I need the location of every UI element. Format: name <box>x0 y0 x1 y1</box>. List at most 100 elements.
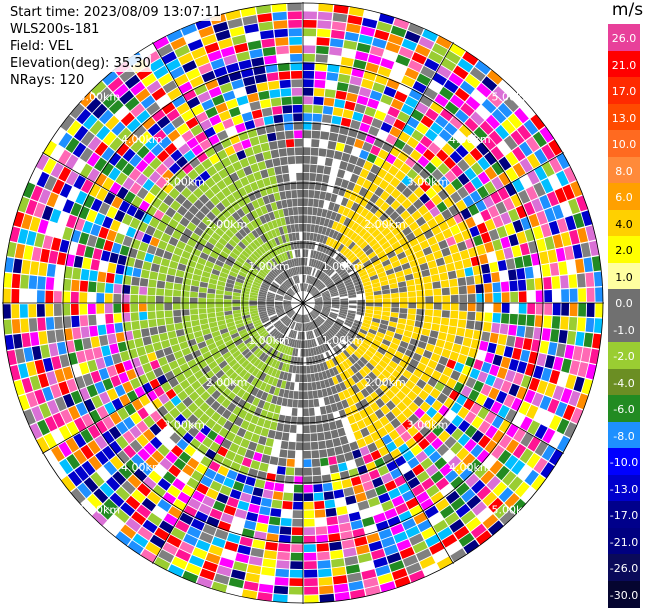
range-gate <box>277 311 285 316</box>
range-gate <box>510 498 527 515</box>
range-gate <box>348 511 361 522</box>
range-gate <box>326 281 334 288</box>
range-gate <box>66 214 78 229</box>
range-gate <box>527 420 541 436</box>
range-gate <box>165 451 178 464</box>
range-gate <box>234 319 244 325</box>
range-gate <box>373 290 382 296</box>
range-gate <box>156 431 169 444</box>
range-gate <box>221 398 231 409</box>
range-gate <box>164 303 173 311</box>
range-gate <box>560 201 572 217</box>
range-gate <box>181 297 190 303</box>
range-gate <box>381 259 391 267</box>
range-gate <box>351 222 360 232</box>
range-gate <box>306 284 309 292</box>
range-gate <box>199 346 209 355</box>
range-gate <box>330 289 338 294</box>
range-gate <box>555 247 566 262</box>
range-gate <box>139 462 153 476</box>
range-gate <box>390 448 402 460</box>
range-gate <box>386 441 397 453</box>
range-gate <box>190 124 203 137</box>
range-gate <box>311 450 320 459</box>
range-gate <box>255 227 263 236</box>
range-gate <box>264 481 275 491</box>
range-gate <box>390 98 404 111</box>
range-gate <box>429 330 439 339</box>
range-gate <box>354 317 363 322</box>
range-gate <box>303 501 314 510</box>
range-gate <box>232 481 245 492</box>
range-gate <box>310 348 315 356</box>
colorbar-tick-label: 13.0 <box>611 111 637 125</box>
range-gate <box>259 289 268 294</box>
range-gate <box>457 186 469 199</box>
range-gate <box>208 134 220 146</box>
range-gate <box>190 518 205 531</box>
range-gate <box>276 309 284 314</box>
range-gate <box>504 182 517 197</box>
range-gate <box>199 119 212 131</box>
range-gate <box>205 418 216 429</box>
range-gate <box>175 193 187 205</box>
range-gate <box>303 510 315 519</box>
range-gate <box>435 363 446 374</box>
range-gate <box>175 520 190 533</box>
range-gate <box>28 304 37 318</box>
range-gate <box>592 333 602 349</box>
range-gate <box>462 337 472 347</box>
range-gate <box>541 328 551 341</box>
range-gate <box>260 99 271 109</box>
range-gate <box>157 273 167 282</box>
range-gate <box>375 520 390 532</box>
range-gate <box>54 396 67 412</box>
range-gate <box>271 329 278 337</box>
range-gate <box>173 247 184 257</box>
range-gate <box>259 409 268 419</box>
range-gate <box>277 323 284 331</box>
range-gate <box>382 298 391 303</box>
range-gate <box>205 396 216 406</box>
range-gate <box>451 428 464 441</box>
colorbar-segment <box>608 183 640 210</box>
range-gate <box>322 361 329 371</box>
range-gate <box>246 325 255 332</box>
range-gate <box>243 430 253 441</box>
range-gate <box>166 29 183 43</box>
range-gate <box>425 174 438 187</box>
range-gate <box>337 331 345 339</box>
range-gate <box>162 80 178 94</box>
range-gate <box>88 183 101 198</box>
range-gate <box>221 457 233 469</box>
range-gate <box>224 314 234 320</box>
range-gate <box>443 341 454 351</box>
range-gate <box>54 195 67 211</box>
range-gate <box>363 160 374 171</box>
range-gate <box>482 195 495 208</box>
range-gate <box>536 238 547 252</box>
range-gate <box>348 356 356 365</box>
range-gate <box>328 368 336 377</box>
range-gate <box>94 381 106 394</box>
range-gate <box>216 285 225 291</box>
range-gate <box>200 323 210 331</box>
range-gate <box>190 291 198 298</box>
range-gate <box>263 223 271 232</box>
range-gate <box>298 391 303 400</box>
range-gate <box>349 173 359 184</box>
range-gate <box>476 303 485 312</box>
range-gate <box>396 193 407 204</box>
range-gate <box>247 272 256 279</box>
range-gate <box>283 208 289 217</box>
range-gate <box>323 305 331 308</box>
range-gate <box>81 179 94 194</box>
range-gate <box>262 195 270 205</box>
range-gate <box>359 356 369 365</box>
range-gate <box>168 236 179 247</box>
range-gate <box>348 241 356 250</box>
range-gate <box>80 499 97 516</box>
range-gate <box>344 425 353 435</box>
range-gate <box>514 336 524 349</box>
range-gate <box>145 370 156 382</box>
